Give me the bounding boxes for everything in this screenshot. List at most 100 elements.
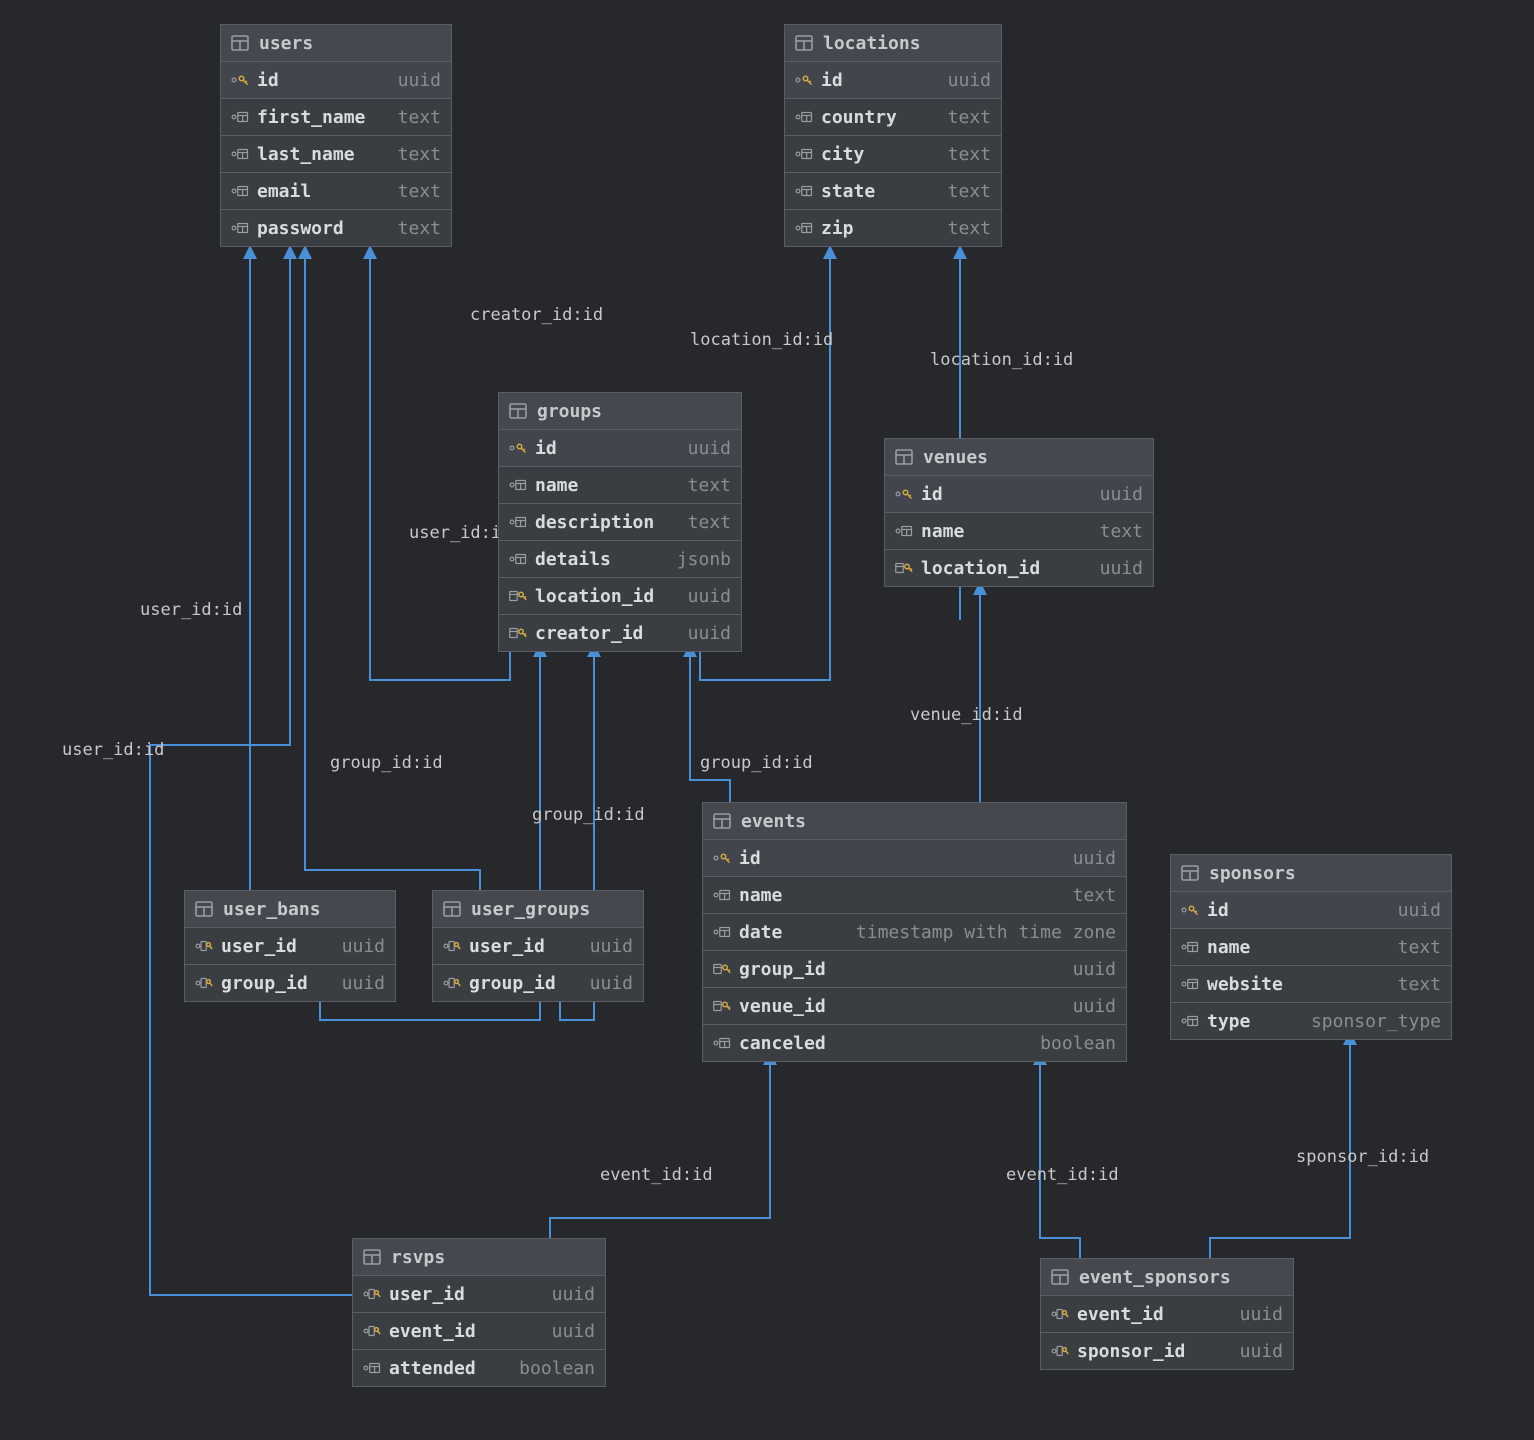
column-row[interactable]: user_iduuid	[353, 1276, 605, 1313]
column-type: timestamp with time zone	[846, 922, 1116, 943]
column-icon	[795, 220, 813, 236]
fk-edge	[370, 252, 510, 680]
table-header[interactable]: user_groups	[433, 891, 643, 928]
column-type: uuid	[1388, 900, 1441, 921]
table-user_bans[interactable]: user_bansuser_iduuidgroup_iduuid	[184, 890, 396, 1002]
column-row[interactable]: detailsjsonb	[499, 541, 741, 578]
table-event_sponsors[interactable]: event_sponsors event_iduuidsponsor_iduuid	[1040, 1258, 1294, 1370]
table-header[interactable]: locations	[785, 25, 1001, 62]
column-row[interactable]: location_iduuid	[499, 578, 741, 615]
column-row[interactable]: passwordtext	[221, 210, 451, 246]
column-row[interactable]: datetimestamp with time zone	[703, 914, 1126, 951]
table-icon	[363, 1249, 381, 1265]
column-name: id	[257, 70, 279, 91]
column-row[interactable]: location_iduuid	[885, 550, 1153, 586]
pkfk-icon	[363, 1323, 381, 1339]
column-name: website	[1207, 974, 1283, 995]
column-row[interactable]: venue_iduuid	[703, 988, 1126, 1025]
column-type: text	[1388, 937, 1441, 958]
table-header[interactable]: events	[703, 803, 1126, 840]
column-row[interactable]: countrytext	[785, 99, 1001, 136]
fk-edge	[305, 252, 480, 890]
table-user_groups[interactable]: user_groups user_iduuidgroup_iduuid	[432, 890, 644, 1002]
column-row[interactable]: ziptext	[785, 210, 1001, 246]
column-type: text	[938, 181, 991, 202]
column-row[interactable]: sponsor_iduuid	[1041, 1333, 1293, 1369]
fk-edge	[1040, 1058, 1080, 1258]
column-type: text	[678, 475, 731, 496]
column-row[interactable]: event_iduuid	[353, 1313, 605, 1350]
column-type: text	[938, 107, 991, 128]
column-name: group_id	[739, 959, 826, 980]
column-icon	[509, 514, 527, 530]
table-title: user_groups	[471, 899, 590, 920]
column-name: creator_id	[535, 623, 643, 644]
column-row[interactable]: user_iduuid	[433, 928, 643, 965]
column-row[interactable]: iduuid	[785, 62, 1001, 99]
column-row[interactable]: citytext	[785, 136, 1001, 173]
table-header[interactable]: rsvps	[353, 1239, 605, 1276]
pkfk-icon	[363, 1286, 381, 1302]
column-row[interactable]: iduuid	[499, 430, 741, 467]
pkfk-icon	[1051, 1306, 1069, 1322]
column-type: uuid	[1063, 996, 1116, 1017]
table-icon	[795, 35, 813, 51]
column-row[interactable]: iduuid	[1171, 892, 1451, 929]
column-row[interactable]: descriptiontext	[499, 504, 741, 541]
column-name: group_id	[469, 973, 556, 994]
column-name: description	[535, 512, 654, 533]
table-icon	[1051, 1269, 1069, 1285]
column-row[interactable]: name text	[1171, 929, 1451, 966]
table-header[interactable]: users	[221, 25, 451, 62]
column-row[interactable]: name text	[499, 467, 741, 504]
column-row[interactable]: nametext	[703, 877, 1126, 914]
column-row[interactable]: group_iduuid	[433, 965, 643, 1001]
table-header[interactable]: user_bans	[185, 891, 395, 928]
column-row[interactable]: group_iduuid	[703, 951, 1126, 988]
column-type: text	[388, 181, 441, 202]
column-row[interactable]: first_nametext	[221, 99, 451, 136]
column-name: name	[535, 475, 578, 496]
table-header[interactable]: event_sponsors	[1041, 1259, 1293, 1296]
table-header[interactable]: sponsors	[1171, 855, 1451, 892]
column-type: text	[388, 107, 441, 128]
column-name: name	[1207, 937, 1250, 958]
table-events[interactable]: eventsiduuidnametextdatetimestamp with t…	[702, 802, 1127, 1062]
column-row[interactable]: last_nametext	[221, 136, 451, 173]
table-sponsors[interactable]: sponsorsiduuid name text websitetexttypespo…	[1170, 854, 1452, 1040]
column-type: uuid	[678, 438, 731, 459]
column-name: state	[821, 181, 875, 202]
pkfk-icon	[195, 938, 213, 954]
column-row[interactable]: websitetext	[1171, 966, 1451, 1003]
table-users[interactable]: usersiduuidfirst_nametextlast_nametextem…	[220, 24, 452, 247]
column-row[interactable]: group_iduuid	[185, 965, 395, 1001]
table-icon	[1181, 865, 1199, 881]
table-locations[interactable]: locationsiduuidcountrytextcitytext state t…	[784, 24, 1002, 247]
column-row[interactable]: attendedboolean	[353, 1350, 605, 1386]
table-rsvps[interactable]: rsvpsuser_iduuidevent_iduuidattendedbool…	[352, 1238, 606, 1387]
column-row[interactable]: iduuid	[885, 476, 1153, 513]
column-row[interactable]: typesponsor_type	[1171, 1003, 1451, 1039]
column-row[interactable]: nametext	[885, 513, 1153, 550]
column-row[interactable]: iduuid	[703, 840, 1126, 877]
fk-edge-label: group_id:id	[330, 753, 443, 773]
column-row[interactable]: iduuid	[221, 62, 451, 99]
column-icon	[795, 183, 813, 199]
table-header[interactable]: venues	[885, 439, 1153, 476]
table-icon	[509, 403, 527, 419]
table-venues[interactable]: venuesiduuidnametextlocation_iduuid	[884, 438, 1154, 587]
column-name: id	[821, 70, 843, 91]
column-row[interactable]: event_iduuid	[1041, 1296, 1293, 1333]
table-header[interactable]: groups	[499, 393, 741, 430]
column-row[interactable]: canceledboolean	[703, 1025, 1126, 1061]
column-row[interactable]: emailtext	[221, 173, 451, 210]
column-row[interactable]: user_iduuid	[185, 928, 395, 965]
table-title: event_sponsors	[1079, 1267, 1231, 1288]
column-row[interactable]: creator_id uuid	[499, 615, 741, 651]
fk-edge-label: venue_id:id	[910, 705, 1023, 725]
table-groups[interactable]: groupsiduuid name text descriptiontextdetai…	[498, 392, 742, 652]
column-icon	[795, 146, 813, 162]
column-type: uuid	[678, 623, 731, 644]
column-name: user_id	[469, 936, 545, 957]
column-row[interactable]: state text	[785, 173, 1001, 210]
